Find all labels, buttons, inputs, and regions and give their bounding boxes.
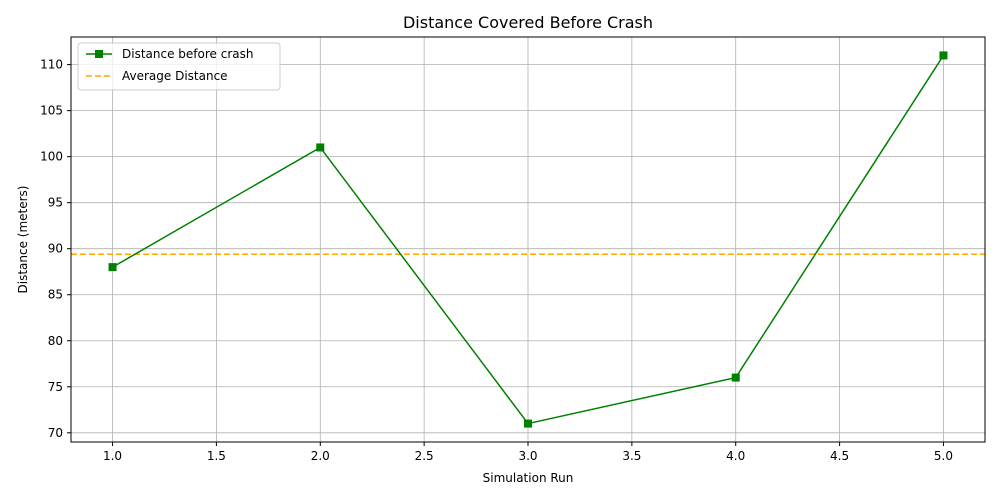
x-tick-label: 3.0 bbox=[518, 449, 537, 463]
y-tick-label: 95 bbox=[48, 196, 63, 210]
data-series bbox=[108, 51, 948, 428]
y-tick-label: 100 bbox=[40, 150, 63, 164]
x-axis-label: Simulation Run bbox=[483, 471, 574, 485]
x-tick-label: 3.5 bbox=[622, 449, 641, 463]
data-point-marker bbox=[731, 373, 740, 382]
x-tick-label: 2.0 bbox=[311, 449, 330, 463]
data-point-marker bbox=[524, 419, 532, 428]
data-point-marker bbox=[316, 143, 325, 152]
x-tick-label: 1.5 bbox=[207, 449, 226, 463]
x-axis-ticks: 1.0 1.5 2.0 2.5 3.0 3.5 4.0 4.5 5.0 bbox=[103, 442, 953, 463]
x-tick-label: 1.0 bbox=[103, 449, 122, 463]
legend-series-marker-swatch bbox=[95, 50, 103, 58]
y-tick-label: 80 bbox=[48, 334, 63, 348]
y-tick-label: 105 bbox=[40, 104, 63, 118]
y-tick-label: 110 bbox=[40, 58, 63, 72]
x-tick-label: 4.0 bbox=[726, 449, 745, 463]
y-axis-ticks: 70 75 80 85 90 95 100 105 110 bbox=[40, 58, 71, 440]
chart-title: Distance Covered Before Crash bbox=[403, 13, 653, 32]
grid-lines bbox=[71, 37, 985, 442]
legend-box bbox=[77, 42, 281, 91]
legend-series-label: Distance before crash bbox=[122, 47, 253, 61]
x-tick-label: 5.0 bbox=[934, 449, 953, 463]
data-point-marker bbox=[108, 263, 117, 272]
x-tick-label: 2.5 bbox=[415, 449, 434, 463]
legend: Distance before crash Average Distance bbox=[77, 42, 281, 91]
y-tick-label: 90 bbox=[48, 242, 63, 256]
data-point-marker bbox=[939, 51, 948, 60]
legend-average-label: Average Distance bbox=[122, 69, 228, 83]
y-tick-label: 85 bbox=[48, 288, 63, 302]
x-tick-label: 4.5 bbox=[830, 449, 849, 463]
y-axis-label: Distance (meters) bbox=[16, 186, 30, 294]
y-tick-label: 70 bbox=[48, 426, 63, 440]
y-tick-label: 75 bbox=[48, 380, 63, 394]
